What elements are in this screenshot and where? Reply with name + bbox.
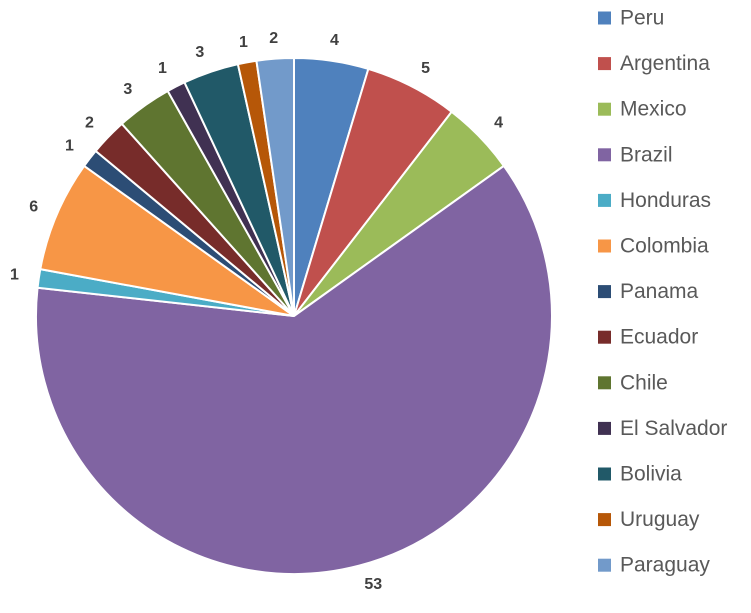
legend-label: Honduras (620, 189, 711, 212)
data-label: 4 (494, 114, 503, 131)
legend-swatch (598, 513, 611, 527)
pie-slice (255, 56, 295, 317)
legend-swatch (598, 102, 611, 116)
data-label: 1 (239, 34, 248, 51)
legend-label: El Salvador (620, 417, 727, 440)
legend-label: Bolivia (620, 463, 682, 486)
data-label: 3 (195, 44, 204, 61)
legend-label: Uruguay (620, 508, 700, 531)
data-label: 6 (29, 198, 38, 215)
data-label: 3 (123, 81, 132, 98)
legend-label: Ecuador (620, 326, 698, 349)
legend-swatch (598, 558, 611, 572)
data-label: 1 (65, 137, 74, 154)
data-label: 53 (364, 576, 382, 593)
data-label: 4 (330, 32, 339, 49)
legend-swatch (598, 421, 611, 435)
legend-label: Paraguay (620, 554, 710, 577)
pie-slice (35, 164, 553, 575)
legend-swatch (598, 57, 611, 71)
legend-swatch (598, 193, 611, 207)
legend-swatch (598, 148, 611, 162)
data-label: 1 (10, 267, 19, 284)
legend-label: Colombia (620, 235, 709, 258)
data-label: 1 (158, 60, 167, 77)
legend-label: Mexico (620, 98, 687, 121)
data-label: 2 (85, 114, 94, 131)
legend-label: Chile (620, 371, 668, 394)
pie-slice (39, 164, 295, 317)
legend-swatch (598, 239, 611, 253)
legend-swatch (598, 376, 611, 390)
legend-swatch (598, 285, 611, 299)
legend-swatch (598, 330, 611, 344)
data-label: 2 (269, 30, 278, 47)
legend-swatch (598, 467, 611, 481)
data-label: 5 (421, 60, 430, 77)
legend-label: Panama (620, 280, 699, 303)
legend-label: Peru (620, 7, 664, 30)
legend-label: Brazil (620, 143, 673, 166)
legend-label: Argentina (620, 52, 710, 75)
legend-swatch (598, 11, 611, 25)
